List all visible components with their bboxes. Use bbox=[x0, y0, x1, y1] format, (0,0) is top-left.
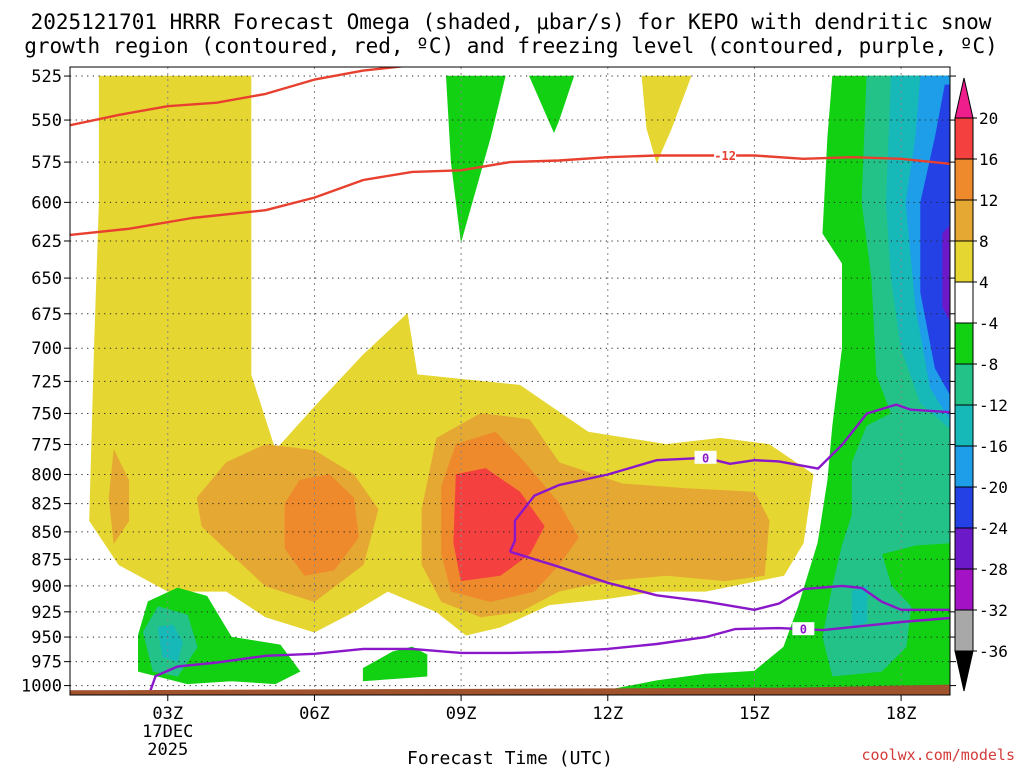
colorbar-bin-12 bbox=[954, 568, 974, 611]
y-tick-label-925: 925 bbox=[31, 603, 62, 623]
colorbar-bin-11 bbox=[954, 527, 974, 570]
x-axis-label: Forecast Time (UTC) bbox=[407, 748, 613, 768]
omega-region-7 bbox=[453, 468, 545, 582]
colorbar-bin-13 bbox=[954, 609, 974, 652]
freezing-level-upper bbox=[508, 403, 950, 553]
omega-region-16 bbox=[157, 624, 183, 663]
colorbar-label-2: 12 bbox=[979, 191, 998, 210]
colorbar-label-8: -16 bbox=[979, 437, 1008, 456]
x-tick-label-15Z: 15Z bbox=[739, 704, 770, 724]
chart-title-line1: 2025121701 HRRR Forecast Omega (shaded, … bbox=[31, 10, 992, 34]
freezing-label-upper-bg bbox=[694, 450, 717, 464]
y-tick-label-650: 650 bbox=[31, 269, 62, 289]
colorbar-label-4: 4 bbox=[979, 273, 989, 292]
colorbar-bin-7 bbox=[954, 363, 974, 406]
y-tick-label-825: 825 bbox=[31, 495, 62, 515]
x-tick-year: 2025 bbox=[147, 740, 188, 760]
colorbar-label-10: -24 bbox=[979, 519, 1008, 538]
y-tick-label-675: 675 bbox=[31, 305, 62, 325]
omega-region-8 bbox=[445, 75, 506, 242]
omega-region-5 bbox=[284, 474, 359, 576]
grid-lines bbox=[70, 67, 950, 695]
omega-region-20 bbox=[942, 225, 950, 321]
colorbar-label-0: 20 bbox=[979, 109, 998, 128]
y-tick-label-575: 575 bbox=[31, 153, 62, 173]
colorbar-label-5: -4 bbox=[979, 314, 998, 333]
chart-title-line2: growth region (contoured, red, ºC) and f… bbox=[24, 34, 998, 58]
credit-text: coolwx.com/models bbox=[861, 746, 1015, 764]
y-tick-label-600: 600 bbox=[31, 193, 62, 213]
terrain-fill bbox=[70, 684, 950, 695]
dgz-label-bg bbox=[714, 148, 737, 162]
dgz-contour-upper bbox=[70, 67, 407, 127]
x-tick-label-03Z: 03Z bbox=[152, 704, 183, 724]
x-tick-label-06Z: 06Z bbox=[299, 704, 330, 724]
colorbar-label-13: -36 bbox=[979, 642, 1008, 661]
x-tick-date: 17DEC bbox=[142, 722, 193, 742]
freezing-label-upper: 0 bbox=[702, 451, 709, 465]
y-tick-label-1000: 1000 bbox=[21, 677, 62, 697]
y-tick-label-900: 900 bbox=[31, 577, 62, 597]
y-tick-label-750: 750 bbox=[31, 404, 62, 424]
colorbar-label-12: -32 bbox=[979, 601, 1008, 620]
y-tick-label-625: 625 bbox=[31, 232, 62, 252]
contour-lines: -12 0 0 bbox=[70, 67, 950, 695]
x-tick-label-09Z: 09Z bbox=[446, 704, 477, 724]
y-tick-label-975: 975 bbox=[31, 653, 62, 673]
colorbar-bin-1 bbox=[954, 117, 974, 160]
y-tick-label-850: 850 bbox=[31, 523, 62, 543]
y-tick-label-950: 950 bbox=[31, 628, 62, 648]
colorbar-bin-4 bbox=[954, 240, 974, 283]
omega-region-9 bbox=[528, 75, 575, 134]
colorbar-bin-10 bbox=[954, 486, 974, 529]
omega-region-12 bbox=[362, 646, 428, 682]
y-axis: 525 550 575 600 625 650 675 700 725 750 775 800 825 8… bbox=[21, 67, 956, 697]
colorbar-bin-8 bbox=[954, 404, 974, 447]
x-tick-label-12Z: 12Z bbox=[592, 704, 623, 724]
dgz-label: -12 bbox=[714, 149, 736, 163]
freezing-label-lower-bg bbox=[792, 622, 815, 636]
colorbar-label-7: -12 bbox=[979, 396, 1008, 415]
y-tick-label-525: 525 bbox=[31, 67, 62, 87]
y-tick-label-875: 875 bbox=[31, 550, 62, 570]
x-tick-label-18Z: 18Z bbox=[886, 704, 917, 724]
y-tick-label-725: 725 bbox=[31, 372, 62, 392]
colorbar-bin-2 bbox=[954, 158, 974, 201]
freezing-label-lower: 0 bbox=[800, 623, 807, 637]
freezing-level-lower bbox=[147, 616, 950, 695]
colorbar: 20 16 12 8 4 -4 -8 -12 -16 -20 -24 -28 -32 -36 bbox=[954, 77, 1008, 692]
colorbar-bin-14 bbox=[954, 650, 974, 692]
colorbar-bin-5 bbox=[954, 281, 974, 324]
omega-shading bbox=[89, 75, 950, 691]
y-tick-label-775: 775 bbox=[31, 435, 62, 455]
colorbar-bin-0 bbox=[954, 77, 974, 119]
colorbar-label-11: -28 bbox=[979, 560, 1008, 579]
terrain bbox=[70, 684, 950, 695]
colorbar-label-3: 8 bbox=[979, 232, 989, 251]
y-tick-label-800: 800 bbox=[31, 466, 62, 486]
y-tick-label-550: 550 bbox=[31, 111, 62, 131]
colorbar-bin-3 bbox=[954, 199, 974, 242]
colorbar-bin-6 bbox=[954, 322, 974, 365]
y-tick-label-700: 700 bbox=[31, 339, 62, 359]
dgz-contour-minus12 bbox=[70, 154, 950, 237]
omega-region-1 bbox=[641, 75, 692, 164]
colorbar-label-6: -8 bbox=[979, 355, 998, 374]
colorbar-label-1: 16 bbox=[979, 150, 998, 169]
colorbar-label-9: -20 bbox=[979, 478, 1008, 497]
freezing-level-mid bbox=[509, 550, 950, 611]
colorbar-bin-9 bbox=[954, 445, 974, 488]
omega-region-17 bbox=[851, 585, 868, 628]
